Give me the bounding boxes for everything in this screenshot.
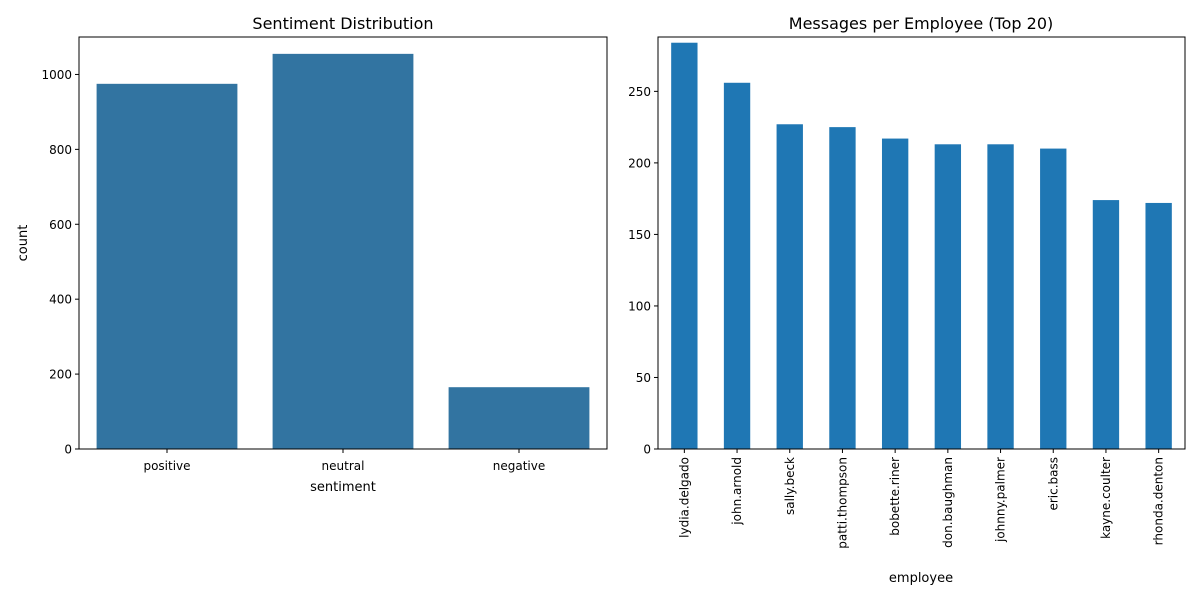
employee-chart: Messages per Employee (Top 20) employee …: [628, 14, 1186, 586]
sentiment-bar-negative: [448, 387, 590, 449]
employee-x-tick-label: patti.thompson: [835, 457, 849, 549]
employee-x-tick-label: bobette.riner: [888, 457, 902, 536]
sentiment-x-ticks: positive neutral negative: [143, 449, 545, 473]
sentiment-y-tick-label: 600: [49, 218, 72, 232]
employee-y-tick-label: 100: [628, 299, 651, 313]
employee-x-tick-label: sally.beck: [783, 457, 797, 515]
employee-y-tick-label: 200: [628, 156, 651, 170]
employee-bar-kayne-coulter: [1092, 200, 1120, 449]
employee-y-tick-label: 50: [636, 371, 651, 385]
sentiment-y-tick-label: 400: [49, 293, 72, 307]
sentiment-y-axis-label: count: [16, 225, 31, 262]
sentiment-x-tick-label: positive: [143, 459, 190, 473]
sentiment-y-tick-label: 200: [49, 368, 72, 382]
sentiment-x-tick-label: neutral: [322, 459, 365, 473]
employee-chart-title: Messages per Employee (Top 20): [789, 14, 1053, 33]
employee-x-tick-label: don.baughman: [941, 457, 955, 548]
employee-bar-eric-bass: [1040, 148, 1067, 450]
sentiment-y-ticks: 0 200 400 600 800 1000: [41, 68, 79, 457]
employee-bar-john-arnold: [723, 82, 751, 450]
sentiment-y-tick-label: 1000: [41, 68, 72, 82]
employee-bars: [671, 42, 1172, 450]
sentiment-bar-neutral: [272, 53, 414, 449]
employee-x-tick-label: eric.bass: [1046, 457, 1060, 511]
sentiment-chart-title: Sentiment Distribution: [252, 14, 433, 33]
employee-axes-frame: [657, 36, 1186, 450]
employee-y-ticks: 0 50 100 150 200 250: [628, 85, 658, 457]
sentiment-x-tick-label: negative: [493, 459, 545, 473]
sentiment-bar-positive: [96, 83, 238, 450]
employee-x-tick-label: john.arnold: [730, 457, 744, 526]
employee-x-tick-label: kayne.coulter: [1099, 457, 1113, 539]
sentiment-chart: Sentiment Distribution sentiment count 0…: [16, 14, 608, 495]
sentiment-y-tick-label: 800: [49, 143, 72, 157]
employee-y-tick-label: 250: [628, 85, 651, 99]
sentiment-x-axis-label: sentiment: [310, 480, 376, 495]
employee-bar-rhonda-denton: [1145, 202, 1172, 449]
sentiment-y-tick-label: 0: [64, 443, 72, 457]
employee-y-tick-label: 0: [643, 443, 651, 457]
sentiment-bars: [96, 53, 590, 450]
employee-bar-bobette-riner: [881, 138, 909, 449]
employee-x-axis-label: employee: [889, 571, 953, 586]
employee-bar-patti-thompson: [829, 127, 856, 449]
employee-x-tick-label: rhonda.denton: [1152, 457, 1166, 545]
employee-y-tick-label: 150: [628, 228, 651, 242]
employee-bar-sally-beck: [776, 124, 803, 449]
employee-x-tick-label: johnny.palmer: [994, 457, 1008, 543]
employee-bar-don-baughman: [934, 144, 962, 449]
sentiment-axes-frame: [78, 36, 608, 450]
employee-bar-johnny-palmer: [987, 144, 1014, 449]
employee-x-tick-label: lydia.delgado: [677, 457, 691, 538]
employee-x-ticks: lydia.delgado john.arnold sally.beck patti.…: [677, 449, 1166, 549]
employee-bar-lydia-delgado: [671, 42, 698, 449]
